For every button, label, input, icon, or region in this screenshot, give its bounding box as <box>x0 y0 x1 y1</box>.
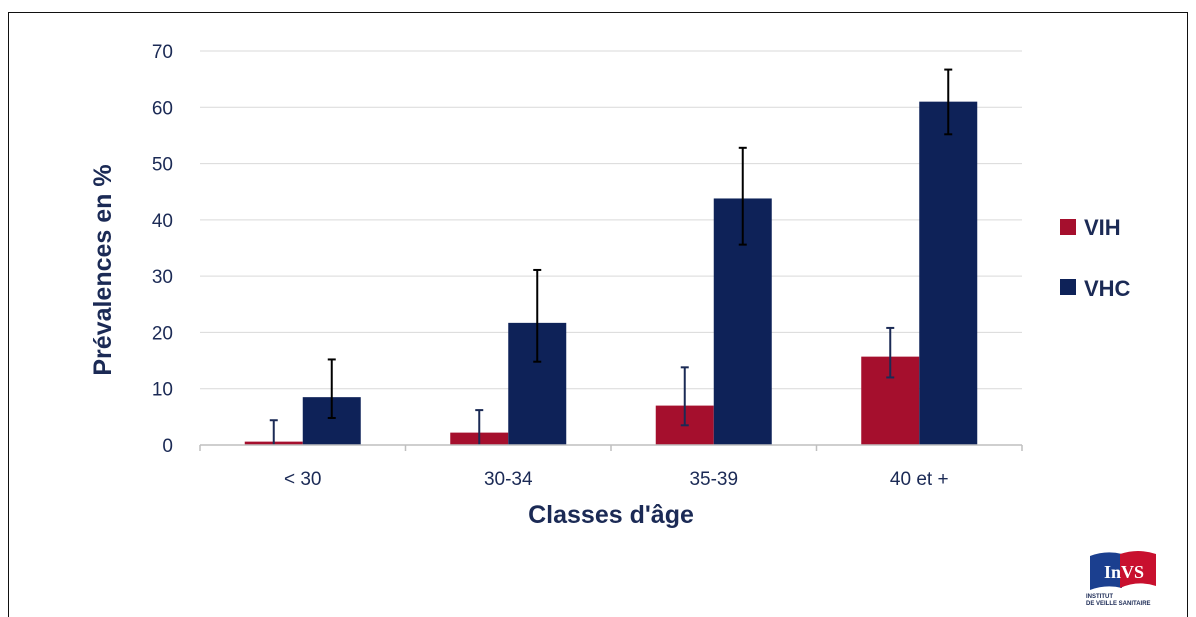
y-tick-label: 40 <box>152 211 173 232</box>
y-tick-label: 50 <box>152 155 173 176</box>
y-tick-label: 60 <box>152 98 173 119</box>
y-tick-label: 20 <box>152 323 173 344</box>
legend-swatch-vhc <box>1060 279 1076 295</box>
logo-subtitle-line1: INSTITUT <box>1086 594 1113 600</box>
y-tick-label: 30 <box>152 267 173 288</box>
svg-text:InVS: InVS <box>1104 562 1144 582</box>
bars <box>244 101 978 446</box>
y-axis-title: Prévalences en % <box>89 164 117 375</box>
y-tick-label: 70 <box>152 42 173 63</box>
legend-swatch-vih <box>1060 219 1076 235</box>
legend-label-vhc: VHC <box>1084 276 1131 301</box>
gridlines <box>200 50 1022 390</box>
logo-subtitle-line2: DE VEILLE SANITAIRE <box>1086 601 1151 607</box>
y-tick-label: 0 <box>162 436 173 457</box>
x-tick-label: 30-34 <box>484 469 533 490</box>
x-axis-title: Classes d'âge <box>528 501 694 529</box>
x-tick-label: 35-39 <box>689 469 738 490</box>
error-bars <box>269 68 953 445</box>
x-axis <box>199 444 1023 451</box>
legend-label-vih: VIH <box>1084 215 1121 240</box>
y-tick-label: 10 <box>152 380 173 401</box>
invs-logo: InVS <box>1090 551 1156 590</box>
legend: VIH VHC <box>1060 215 1131 301</box>
bar-vhc <box>919 101 978 446</box>
y-tick-labels: 0 10 20 30 40 50 60 70 <box>152 42 173 457</box>
x-tick-labels: < 30 30-34 35-39 40 et + <box>284 469 949 490</box>
x-tick-label: < 30 <box>284 469 322 490</box>
chart-frame <box>8 12 1188 617</box>
logo-subtitle: INSTITUT DE VEILLE SANITAIRE <box>1086 594 1151 608</box>
x-tick-label: 40 et + <box>890 469 949 490</box>
